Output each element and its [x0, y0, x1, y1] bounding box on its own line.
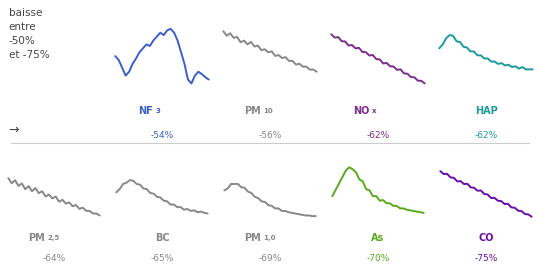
Text: -69%: -69% [258, 254, 282, 262]
Text: -64%: -64% [42, 254, 66, 262]
Text: As: As [372, 234, 384, 244]
Text: -62%: -62% [474, 131, 498, 140]
Text: PM: PM [29, 234, 45, 244]
Text: -75%: -75% [474, 254, 498, 262]
Text: -62%: -62% [366, 131, 390, 140]
Text: PM: PM [245, 234, 261, 244]
Text: 1,0: 1,0 [264, 235, 276, 241]
Text: 10: 10 [264, 109, 273, 114]
Text: →: → [9, 123, 19, 136]
Text: BC: BC [154, 234, 170, 244]
Text: baisse
entre
-50%
et -75%: baisse entre -50% et -75% [9, 8, 49, 60]
Text: -65%: -65% [150, 254, 174, 262]
Text: CO: CO [478, 234, 494, 244]
Text: -70%: -70% [366, 254, 390, 262]
Text: NF: NF [139, 106, 153, 116]
Text: -56%: -56% [258, 131, 282, 140]
Text: 3: 3 [156, 109, 160, 114]
Text: PM: PM [245, 106, 261, 116]
Text: NO: NO [353, 106, 369, 116]
Text: -54%: -54% [150, 131, 174, 140]
Text: 2,5: 2,5 [48, 235, 60, 241]
Text: HAP: HAP [475, 106, 497, 116]
Text: x: x [372, 109, 376, 114]
